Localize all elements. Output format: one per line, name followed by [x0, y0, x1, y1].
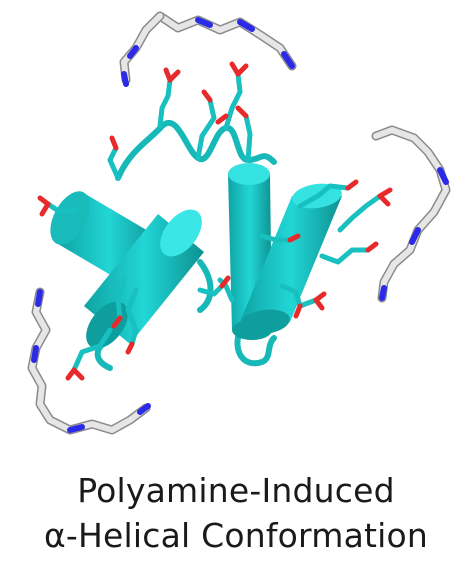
polyamine-chain-left [27, 287, 151, 435]
polyamine-chain-right [371, 125, 451, 303]
side-chains [37, 61, 393, 381]
caption-line-2: α-Helical Conformation [43, 516, 429, 555]
caption-line-1: Polyamine-Induced [77, 471, 395, 510]
polyamine-chain-top [119, 11, 297, 87]
helix-2 [84, 209, 204, 349]
